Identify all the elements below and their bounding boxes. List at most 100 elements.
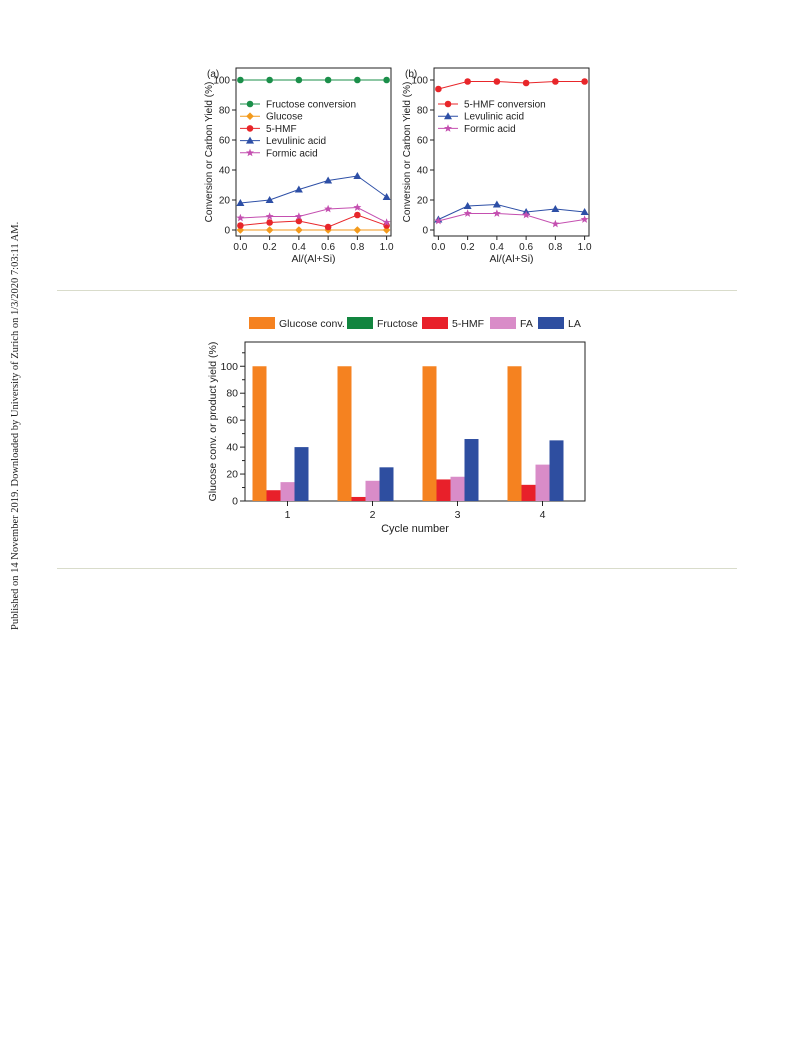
legend-entry: Levulinic acid xyxy=(438,112,524,123)
line-chart-panel-a: 0 20 40 60 80 100 0.0 0.2 0.4 0.6 0.8 1.0 (a) Al/(Al+… xyxy=(204,67,394,265)
x-tick-label: 0.2 xyxy=(263,242,277,253)
legend-label: Glucose xyxy=(266,112,303,123)
legend-entry: Formic acid xyxy=(438,124,516,135)
bar-5-hmf xyxy=(521,484,536,501)
bar-chart-cycles: Glucose conv. Fructose 5-HMF FA LA 0 20 40 60 80 1… xyxy=(207,317,586,535)
series-levulinic-acid xyxy=(236,172,391,206)
y-tick-label: 60 xyxy=(226,415,238,427)
data-point xyxy=(492,200,501,208)
data-point xyxy=(265,226,274,234)
legend-label: Formic acid xyxy=(266,148,318,159)
series-formic-acid xyxy=(236,203,391,226)
y-tick-label: 0 xyxy=(422,226,428,237)
legend-swatch xyxy=(249,317,275,329)
data-point xyxy=(463,202,472,209)
data-point xyxy=(382,218,391,226)
legend-label: LA xyxy=(568,318,581,330)
y-tick-label: 60 xyxy=(219,136,231,147)
panel-label: (b) xyxy=(405,69,417,80)
x-tick-label: 0.8 xyxy=(350,242,364,253)
x-axis-label: Cycle number xyxy=(381,523,449,535)
y-tick-label: 100 xyxy=(213,76,230,87)
x-axis-label: Al/(Al+Si) xyxy=(489,253,533,265)
data-point xyxy=(463,209,472,217)
legend-entry: 5-HMF conversion xyxy=(438,100,546,111)
bar-la xyxy=(379,467,394,501)
data-point xyxy=(581,78,588,85)
y-tick-label: 20 xyxy=(219,196,231,207)
series-5-hmf xyxy=(237,211,390,231)
series-line xyxy=(240,206,387,223)
legend-swatch xyxy=(490,317,516,329)
data-point xyxy=(295,217,303,225)
y-tick-label: 40 xyxy=(226,442,238,454)
data-point xyxy=(353,172,362,179)
series-fructose-conversion xyxy=(237,76,390,84)
y-tick-label: 60 xyxy=(417,136,429,147)
series-line xyxy=(240,175,387,204)
data-point xyxy=(580,208,589,215)
download-notice-text: Published on 14 November 2019. Downloade… xyxy=(10,221,21,630)
data-point xyxy=(266,76,273,84)
data-point xyxy=(522,79,530,87)
y-tick-label: 0 xyxy=(232,496,238,508)
legend-marker xyxy=(444,112,452,120)
bar-fa xyxy=(280,482,295,501)
data-point xyxy=(236,199,245,206)
legend-entry: Fructose conversion xyxy=(240,100,356,111)
legend-marker xyxy=(444,124,452,132)
legend-marker xyxy=(444,100,452,108)
x-axis-label: Al/(Al+Si) xyxy=(291,253,335,265)
x-tick-label: 0.0 xyxy=(233,242,247,253)
bar-glucose-conv- xyxy=(507,366,522,501)
bar-fa xyxy=(365,480,380,501)
bar-la xyxy=(549,440,564,501)
x-tick-label: 0.2 xyxy=(461,242,475,253)
panel-label: (a) xyxy=(207,69,219,80)
bar-fa xyxy=(450,476,465,501)
legend-label: 5-HMF xyxy=(452,318,484,330)
data-point xyxy=(464,78,471,85)
series-formic-acid xyxy=(434,209,589,228)
data-point xyxy=(295,226,303,234)
legend-label: Glucose conv. xyxy=(279,318,345,330)
data-point xyxy=(324,204,333,213)
data-point xyxy=(324,223,332,231)
plot-frame xyxy=(244,341,586,502)
series-line xyxy=(240,214,387,228)
x-tick-label: 2 xyxy=(370,509,376,521)
y-tick-label: 20 xyxy=(226,469,238,481)
legend-entry: Glucose conv. xyxy=(249,317,345,330)
y-tick-label: 100 xyxy=(220,361,238,373)
series-glucose xyxy=(236,226,391,234)
data-point xyxy=(353,203,362,211)
legend-swatch xyxy=(422,317,448,329)
data-point xyxy=(354,211,361,219)
y-tick-label: 0 xyxy=(224,226,230,237)
legend-entry: Levulinic acid xyxy=(240,136,326,147)
y-axis-label: Conversion or Carbon Yield (%) xyxy=(402,82,413,223)
y-tick-label: 80 xyxy=(417,106,429,117)
x-tick-label: 1.0 xyxy=(578,242,592,253)
x-tick-label: 0.6 xyxy=(321,242,335,253)
data-point xyxy=(294,212,303,220)
data-point xyxy=(265,212,274,220)
data-point xyxy=(551,219,560,228)
data-point xyxy=(552,78,559,85)
legend-label: Fructose conversion xyxy=(266,100,356,111)
legend-marker xyxy=(246,148,254,157)
y-axis-label: Glucose conv. or product yield (%) xyxy=(207,342,219,502)
y-tick-label: 20 xyxy=(417,196,429,207)
data-point xyxy=(580,215,589,223)
bar-5-hmf xyxy=(351,496,366,501)
bar-glucose-conv- xyxy=(337,366,352,501)
bar-la xyxy=(464,439,479,501)
legend-label: 5-HMF conversion xyxy=(464,100,546,111)
separator-bottom xyxy=(57,568,737,569)
series-5-hmf-conversion xyxy=(435,78,588,93)
legend-swatch xyxy=(347,317,373,329)
legend-label: 5-HMF xyxy=(266,124,297,135)
x-tick-label: 4 xyxy=(540,509,546,521)
x-tick-label: 0.4 xyxy=(292,242,306,253)
series-line xyxy=(438,203,585,220)
